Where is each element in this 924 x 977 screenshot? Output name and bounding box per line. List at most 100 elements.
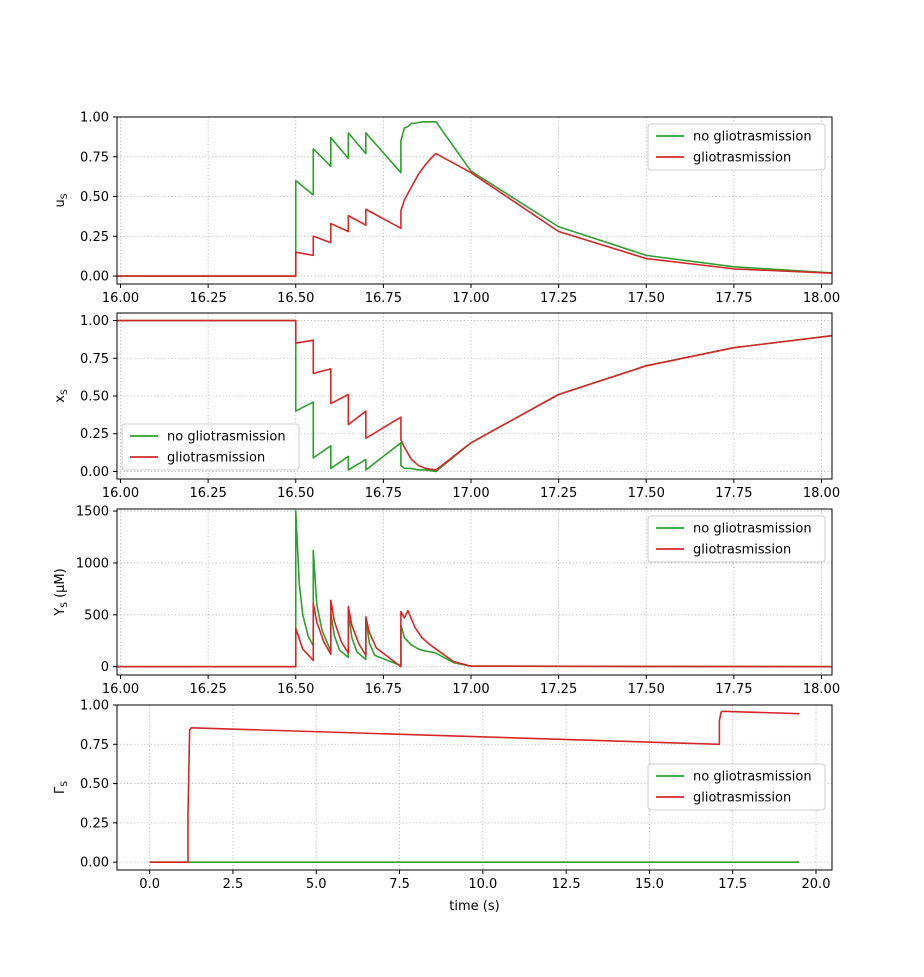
y-tick-label: 0.00 — [80, 856, 109, 871]
x-tick-label: 10.0 — [468, 877, 497, 892]
y-tick-label: 1000 — [76, 556, 109, 571]
x-tick-label: 5.0 — [306, 877, 327, 892]
y-axis-label-subscript: S — [60, 389, 70, 395]
x-tick-label: 17.50 — [628, 486, 665, 501]
legend-box — [121, 423, 300, 471]
plot-frame — [116, 312, 833, 480]
x-tick-label: 17.50 — [628, 682, 665, 697]
y-tick-label: 0.00 — [80, 465, 109, 480]
y-axis-label: ΓS — [53, 781, 70, 794]
chart-panel-1: 16.00 16.25 16.50 16.75 17.00 17.25 17.50 17.75… — [53, 111, 840, 307]
plot-frame — [116, 704, 833, 871]
x-tick-label: 16.75 — [365, 291, 402, 306]
x-tick-label: 16.00 — [102, 291, 139, 306]
x-axis-label: time (s) — [449, 899, 499, 914]
legend-label: no gliotrasmission — [693, 130, 812, 145]
x-tick-label: 15.0 — [635, 877, 664, 892]
x-tick-label: 17.25 — [540, 486, 577, 501]
x-tick-label: 17.5 — [718, 877, 747, 892]
legend: no gliotrasmission gliotrasmission — [647, 763, 826, 811]
x-tick-label: 16.25 — [190, 682, 227, 697]
y-tick-label: 0.75 — [80, 352, 109, 367]
plot-frame — [116, 508, 833, 676]
x-tick-label: 20.0 — [802, 877, 831, 892]
x-tick-label: 17.25 — [540, 682, 577, 697]
plot-frame — [116, 116, 833, 285]
x-tick-label: 17.25 — [540, 291, 577, 306]
x-tick-label: 2.5 — [223, 877, 244, 892]
y-tick-label: 500 — [84, 608, 109, 623]
x-tick-label: 16.50 — [277, 486, 314, 501]
legend: no gliotrasmission gliotrasmission — [647, 515, 826, 563]
legend-label: gliotrasmission — [693, 543, 791, 558]
x-tick-label: 16.75 — [365, 682, 402, 697]
y-tick-label: 1.00 — [80, 111, 109, 126]
series-line-gliotrasmission — [149, 710, 800, 863]
legend-box — [647, 515, 826, 563]
x-tick-label: 18.00 — [803, 291, 840, 306]
y-tick-label: 0.50 — [80, 777, 109, 792]
y-tick-label: 1500 — [76, 505, 109, 520]
x-tick-label: 16.00 — [102, 682, 139, 697]
series-line-no-gliotrasmission — [117, 510, 832, 668]
legend-label: no gliotrasmission — [693, 522, 812, 537]
y-axis-label: YS (μM) — [53, 568, 70, 616]
legend: no gliotrasmission gliotrasmission — [121, 423, 300, 471]
x-tick-label: 17.00 — [452, 291, 489, 306]
series-line-gliotrasmission — [117, 319, 832, 471]
x-tick-label: 0.0 — [139, 877, 160, 892]
y-axis-label-subscript: S — [60, 781, 70, 787]
x-tick-label: 16.00 — [102, 486, 139, 501]
legend: no gliotrasmission gliotrasmission — [647, 123, 826, 171]
y-tick-label: 0.00 — [80, 270, 109, 285]
chart-panel-2: 16.00 16.25 16.50 16.75 17.00 17.25 17.50 17.75… — [53, 312, 840, 501]
y-tick-label: 1.00 — [80, 314, 109, 329]
y-axis-label-subscript: S — [60, 602, 70, 608]
y-tick-label: 0.50 — [80, 390, 109, 405]
x-tick-label: 17.75 — [715, 291, 752, 306]
series-line-gliotrasmission — [117, 152, 832, 277]
legend-label: gliotrasmission — [167, 451, 265, 466]
x-tick-label: 16.50 — [277, 291, 314, 306]
legend-label: no gliotrasmission — [167, 430, 286, 445]
y-axis-label-main: u — [53, 199, 68, 207]
legend-box — [647, 123, 826, 171]
y-tick-label: 0.50 — [80, 190, 109, 205]
legend-label: gliotrasmission — [693, 791, 791, 806]
x-tick-label: 17.50 — [628, 291, 665, 306]
x-tick-label: 18.00 — [803, 486, 840, 501]
legend-label: gliotrasmission — [693, 151, 791, 166]
y-tick-label: 0 — [101, 660, 109, 675]
legend-label: no gliotrasmission — [693, 770, 812, 785]
y-axis-label-main: Y — [53, 608, 68, 617]
x-tick-label: 16.50 — [277, 682, 314, 697]
x-tick-label: 17.00 — [452, 682, 489, 697]
x-tick-label: 16.25 — [190, 486, 227, 501]
y-axis-label: uS — [53, 193, 70, 207]
chart-panel-3: 16.00 16.25 16.50 16.75 17.00 17.25 17.50 17.75… — [53, 505, 840, 697]
x-tick-label: 7.5 — [389, 877, 410, 892]
y-axis-label: xS — [53, 389, 70, 403]
y-tick-label: 0.25 — [80, 230, 109, 245]
y-tick-label: 1.00 — [80, 699, 109, 714]
y-tick-label: 0.25 — [80, 816, 109, 831]
y-axis-label-main: x — [53, 395, 68, 403]
y-tick-label: 0.75 — [80, 738, 109, 753]
x-tick-label: 12.5 — [552, 877, 581, 892]
x-tick-label: 17.75 — [715, 486, 752, 501]
x-tick-label: 16.75 — [365, 486, 402, 501]
legend-box — [647, 763, 826, 811]
y-tick-label: 0.75 — [80, 150, 109, 165]
x-tick-label: 16.25 — [190, 291, 227, 306]
y-axis-label-main: Γ — [53, 786, 68, 794]
x-tick-label: 17.00 — [452, 486, 489, 501]
y-axis-label-unit: (μM) — [53, 568, 68, 602]
x-tick-label: 17.75 — [715, 682, 752, 697]
chart-panel-4: 0.0 2.5 5.0 7.5 10.0 12.5 15.0 17.5 20.0 0.00 0.25… — [53, 699, 833, 914]
x-tick-label: 18.00 — [803, 682, 840, 697]
series-line-gliotrasmission — [117, 599, 832, 668]
y-axis-label-subscript: S — [60, 193, 70, 199]
y-tick-label: 0.25 — [80, 427, 109, 442]
series-line-no-gliotrasmission — [117, 120, 832, 277]
